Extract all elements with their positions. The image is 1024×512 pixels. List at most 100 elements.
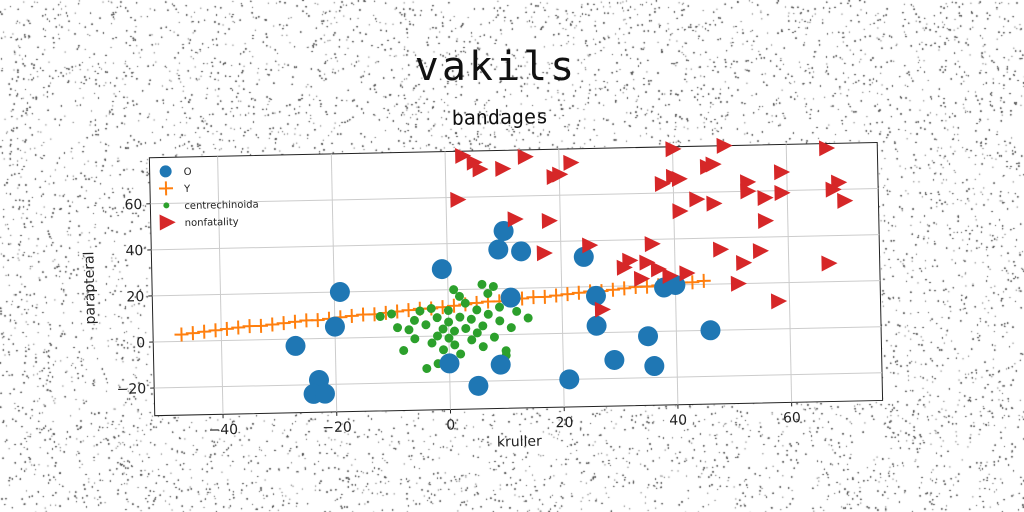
data-point xyxy=(461,324,471,334)
grid-line-y xyxy=(150,188,879,205)
data-point xyxy=(507,211,524,228)
legend-marker xyxy=(159,165,172,178)
chart-title: vakils xyxy=(415,44,578,90)
data-point xyxy=(571,285,586,300)
data-point xyxy=(536,245,553,262)
data-point xyxy=(511,241,532,262)
data-point xyxy=(174,327,189,342)
data-point xyxy=(512,306,522,316)
data-point xyxy=(409,315,419,325)
data-point xyxy=(757,213,775,230)
y-axis-label: parapteral xyxy=(81,251,99,324)
grid-line-x xyxy=(330,153,338,412)
data-point xyxy=(455,312,465,322)
data-point xyxy=(197,324,212,339)
data-point xyxy=(831,174,848,191)
data-point xyxy=(770,293,788,310)
data-point xyxy=(622,252,639,269)
x-axis-label: kruller xyxy=(497,434,542,451)
data-point xyxy=(644,356,665,377)
data-point xyxy=(444,333,454,343)
data-point xyxy=(700,320,721,341)
data-point xyxy=(654,176,671,193)
data-point xyxy=(344,308,359,323)
data-point xyxy=(208,323,223,338)
data-point xyxy=(506,323,516,333)
data-point xyxy=(433,331,443,341)
data-point xyxy=(421,320,431,330)
data-point xyxy=(265,317,280,332)
data-point xyxy=(541,212,558,229)
data-point xyxy=(616,259,633,276)
series-centrechinoida xyxy=(375,279,533,374)
data-point xyxy=(706,195,723,212)
data-point xyxy=(837,192,854,209)
data-point xyxy=(549,288,564,303)
data-point xyxy=(821,255,838,272)
y-tick-label: 40 xyxy=(125,243,143,259)
data-point xyxy=(617,281,632,296)
data-point xyxy=(432,313,442,323)
y-tick-label: 60 xyxy=(124,197,142,213)
data-point xyxy=(446,298,461,313)
data-point xyxy=(426,304,436,314)
grid-line-x xyxy=(558,149,565,408)
data-point xyxy=(639,279,655,294)
data-point xyxy=(825,181,842,198)
data-point xyxy=(310,313,325,328)
data-point xyxy=(455,147,472,164)
grid-lines xyxy=(150,144,883,415)
legend-label: Y xyxy=(183,184,191,195)
chart-subtitle: bandages xyxy=(452,104,549,130)
data-point xyxy=(478,342,488,352)
data-point xyxy=(705,156,722,173)
series-nonfatality xyxy=(450,137,854,318)
data-point xyxy=(604,349,625,370)
data-point xyxy=(393,323,403,333)
x-tick-label: 0 xyxy=(446,417,455,433)
grid-line-y xyxy=(153,326,882,343)
data-point xyxy=(450,340,460,350)
data-point xyxy=(375,311,385,321)
data-point xyxy=(276,316,291,331)
x-tick-label: −20 xyxy=(322,420,352,437)
legend-marker xyxy=(158,181,174,196)
data-point xyxy=(454,291,464,301)
data-point xyxy=(712,241,730,258)
axis-ticks: −40 −20 0 20 40 60 −20 0 20 40 60 xyxy=(116,197,801,439)
data-point xyxy=(314,383,335,404)
data-point xyxy=(329,281,350,302)
data-point xyxy=(696,273,711,288)
data-point xyxy=(404,325,414,335)
data-point xyxy=(490,354,511,375)
data-point xyxy=(752,243,770,260)
data-point xyxy=(740,183,757,200)
data-point xyxy=(644,236,661,253)
data-point xyxy=(472,328,482,338)
series-O xyxy=(285,220,721,404)
data-point xyxy=(478,321,488,331)
data-point xyxy=(456,349,466,359)
data-point xyxy=(439,345,449,355)
data-point xyxy=(410,334,420,344)
data-point xyxy=(460,298,470,308)
y-tick-label: 20 xyxy=(126,289,144,305)
data-point xyxy=(563,154,580,171)
y-tick-label: 0 xyxy=(136,335,145,351)
data-point xyxy=(500,287,521,308)
data-point xyxy=(488,281,498,291)
data-point xyxy=(401,303,416,318)
data-point xyxy=(449,326,459,336)
legend-label: O xyxy=(184,167,192,178)
data-point xyxy=(818,140,836,157)
data-point xyxy=(450,191,467,208)
data-point xyxy=(594,301,611,318)
data-point xyxy=(552,166,569,183)
data-point xyxy=(633,270,651,287)
y-tick-label: −20 xyxy=(116,381,146,398)
data-point xyxy=(427,338,437,348)
data-point xyxy=(585,285,606,306)
data-point xyxy=(774,185,791,202)
